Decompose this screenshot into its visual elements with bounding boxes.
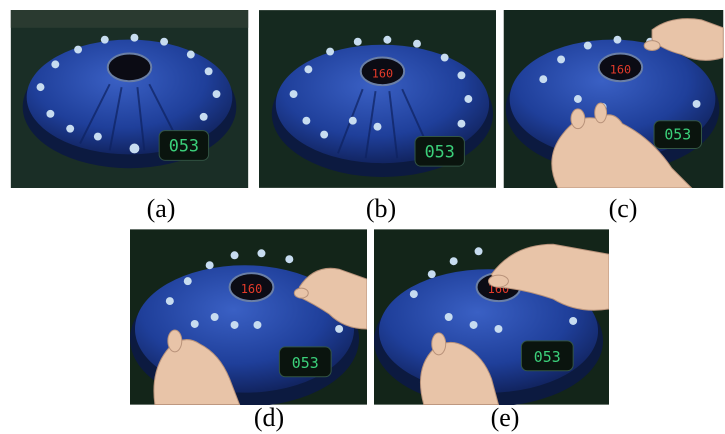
caption-c: (c) [608, 194, 638, 223]
side-display-digits: 053 [534, 348, 561, 366]
side-display-digits: 053 [169, 135, 199, 155]
side-display-digits: 053 [425, 141, 455, 161]
right-hand-top [293, 267, 367, 330]
device-body [26, 39, 233, 155]
photo-e: 160 053 [374, 229, 609, 405]
center-display-digits: 160 [610, 62, 631, 76]
center-display [106, 52, 153, 83]
side-display [278, 346, 332, 378]
left-hand-bottom [551, 102, 693, 188]
photo-panel-a: 053 [10, 10, 249, 188]
side-display [653, 120, 703, 149]
photo-panel-c: 160 053 [503, 10, 724, 188]
light-buttons [36, 33, 221, 154]
photo-panel-b: 160 053 [259, 10, 496, 188]
device-body [275, 44, 490, 164]
side-display [158, 130, 210, 161]
center-display-digits: 160 [372, 66, 393, 80]
photo-c: 160 053 [503, 10, 724, 188]
side-display-digits: 053 [292, 354, 319, 372]
side-display [414, 136, 465, 167]
left-hand-bottom [420, 332, 500, 405]
photo-b: 160 053 [259, 10, 496, 188]
side-display [520, 340, 574, 372]
side-display-digits: 053 [664, 127, 691, 144]
center-display [597, 52, 644, 83]
right-hand-top [488, 243, 609, 311]
photo-panel-d: 160 053 [130, 229, 367, 405]
caption-b: (b) [365, 194, 397, 223]
caption-d: (d) [253, 403, 285, 432]
light-buttons [409, 247, 578, 333]
photo-panel-e: 160 053 [374, 229, 609, 405]
left-hand-bottom [153, 329, 241, 405]
photo-a: 053 [10, 10, 249, 188]
caption-e: (e) [490, 403, 520, 432]
light-buttons [165, 249, 344, 333]
light-buttons [289, 35, 473, 139]
caption-a: (a) [146, 194, 176, 223]
right-hand-top [643, 18, 724, 61]
center-display [359, 56, 406, 87]
center-display [228, 272, 275, 303]
center-display-digits: 160 [241, 282, 263, 296]
photo-d: 160 053 [130, 229, 367, 405]
